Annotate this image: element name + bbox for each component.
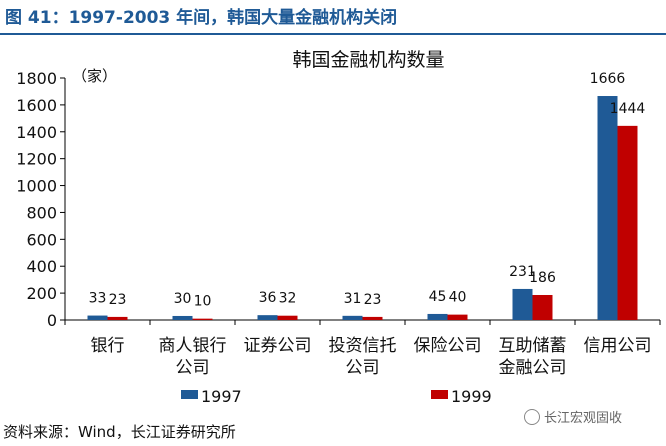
legend-label-1997: 1997 <box>201 387 242 406</box>
y-tick-label: 1000 <box>16 177 57 196</box>
legend-swatch-1999 <box>431 390 448 399</box>
data-label-1999: 23 <box>109 292 127 308</box>
y-tick-label: 400 <box>26 257 57 276</box>
bar-1997 <box>513 289 533 320</box>
bar-1997 <box>598 96 618 320</box>
data-label-1999: 186 <box>529 270 556 286</box>
watermark-text: 长江宏观固收 <box>544 407 622 426</box>
bar-1999 <box>363 317 383 320</box>
data-label-1997: 36 <box>259 290 277 306</box>
bar-1999 <box>278 316 298 320</box>
bar-1999 <box>618 126 638 320</box>
bar-1999 <box>193 319 213 320</box>
y-tick-label: 600 <box>26 230 57 249</box>
wechat-icon <box>524 409 540 425</box>
x-category-label: 公司 <box>346 358 380 378</box>
y-tick-label: 1600 <box>16 96 57 115</box>
y-tick-label: 0 <box>47 311 57 330</box>
x-category-label: 信用公司 <box>584 336 652 356</box>
x-category-label: 保险公司 <box>414 336 482 356</box>
watermark: 长江宏观固收 <box>524 407 622 426</box>
bar-1997 <box>428 314 448 320</box>
bar-1997 <box>258 315 278 320</box>
y-tick-label: 200 <box>26 284 57 303</box>
y-tick-label: 1200 <box>16 150 57 169</box>
x-category-label: 公司 <box>176 358 210 378</box>
chart-title: 韩国金融机构数量 <box>292 49 444 71</box>
y-tick-label: 800 <box>26 203 57 222</box>
bar-1999 <box>448 315 468 320</box>
legend-swatch-1997 <box>181 390 198 399</box>
data-label-1997: 1666 <box>590 71 626 87</box>
bar-1997 <box>173 316 193 320</box>
y-tick-label: 1800 <box>16 69 57 88</box>
bar-1997 <box>343 316 363 320</box>
bar-1999 <box>533 295 553 320</box>
data-label-1997: 30 <box>174 291 192 307</box>
x-category-label: 银行 <box>91 336 125 356</box>
x-category-label: 金融公司 <box>499 358 567 378</box>
data-label-1999: 23 <box>364 292 382 308</box>
x-category-label: 互助储蓄 <box>499 336 567 356</box>
x-category-label: 证券公司 <box>244 336 312 356</box>
legend-label-1999: 1999 <box>451 387 492 406</box>
y-tick-label: 1400 <box>16 123 57 142</box>
bar-1997 <box>88 316 108 320</box>
data-label-1999: 1444 <box>610 101 646 117</box>
data-label-1997: 33 <box>89 291 107 307</box>
source-note: 资料来源：Wind，长江证券研究所 <box>3 421 236 442</box>
bar-1999 <box>108 317 128 320</box>
x-category-label: 商人银行 <box>159 336 227 356</box>
x-category-label: 投资信托 <box>329 336 397 356</box>
data-label-1999: 32 <box>279 291 297 307</box>
data-label-1999: 10 <box>194 294 212 310</box>
data-label-1997: 31 <box>344 291 362 307</box>
y-unit-label: （家） <box>72 67 117 85</box>
data-label-1999: 40 <box>449 290 467 306</box>
data-label-1997: 45 <box>429 289 447 305</box>
